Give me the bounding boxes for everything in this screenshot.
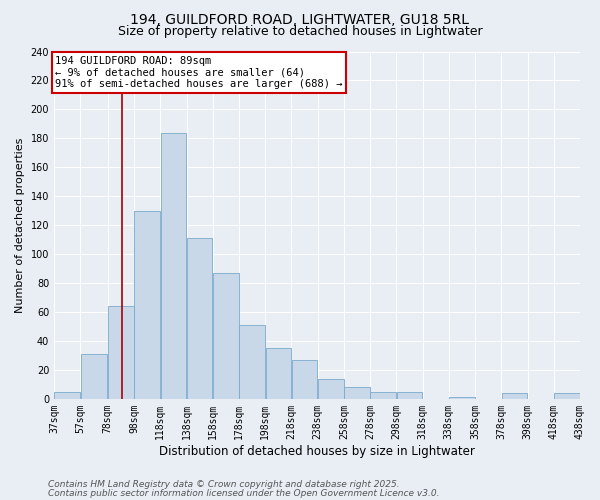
Bar	[134, 210, 160, 399]
Bar	[161, 132, 186, 399]
Bar	[266, 348, 291, 399]
Y-axis label: Number of detached properties: Number of detached properties	[15, 138, 25, 313]
Bar	[55, 392, 80, 399]
Bar	[554, 393, 580, 399]
Bar	[449, 398, 475, 399]
Bar	[239, 325, 265, 399]
Bar	[502, 393, 527, 399]
X-axis label: Distribution of detached houses by size in Lightwater: Distribution of detached houses by size …	[159, 444, 475, 458]
Bar	[370, 392, 396, 399]
Text: Contains HM Land Registry data © Crown copyright and database right 2025.: Contains HM Land Registry data © Crown c…	[48, 480, 400, 489]
Text: 194 GUILDFORD ROAD: 89sqm
← 9% of detached houses are smaller (64)
91% of semi-d: 194 GUILDFORD ROAD: 89sqm ← 9% of detach…	[55, 56, 343, 89]
Bar	[187, 238, 212, 399]
Text: Size of property relative to detached houses in Lightwater: Size of property relative to detached ho…	[118, 25, 482, 38]
Bar	[108, 306, 134, 399]
Bar	[397, 392, 422, 399]
Bar	[292, 360, 317, 399]
Text: 194, GUILDFORD ROAD, LIGHTWATER, GU18 5RL: 194, GUILDFORD ROAD, LIGHTWATER, GU18 5R…	[131, 12, 470, 26]
Bar	[318, 378, 344, 399]
Bar	[213, 273, 239, 399]
Bar	[344, 388, 370, 399]
Bar	[80, 354, 107, 399]
Text: Contains public sector information licensed under the Open Government Licence v3: Contains public sector information licen…	[48, 488, 439, 498]
